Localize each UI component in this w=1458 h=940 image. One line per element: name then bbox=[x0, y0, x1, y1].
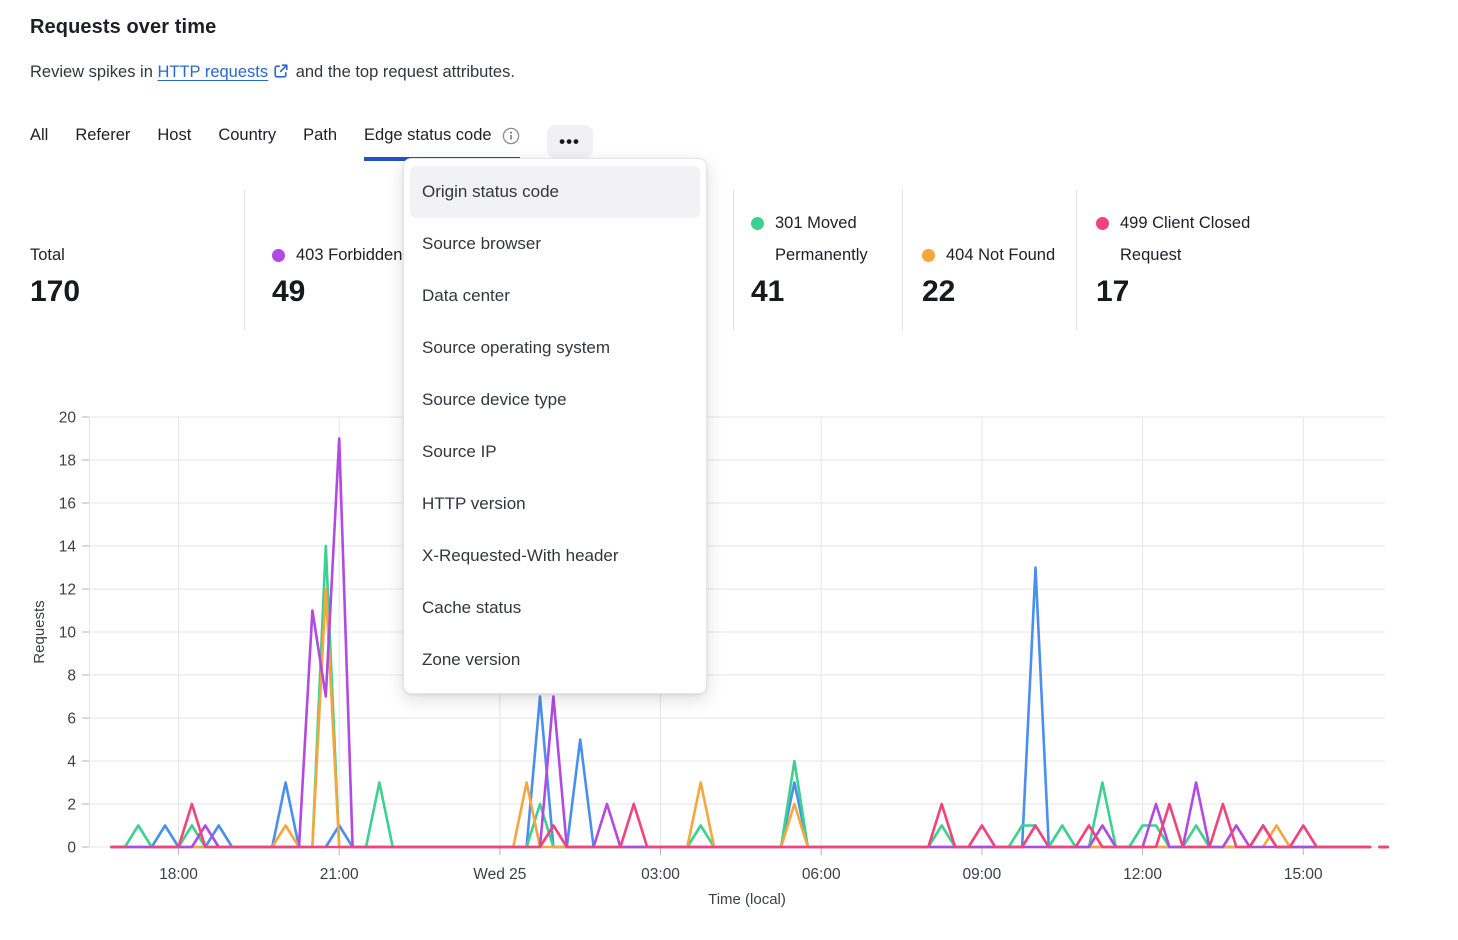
y-tick-label: 14 bbox=[59, 539, 77, 556]
stat-label: 404 Not Found bbox=[946, 246, 1056, 264]
stat-divider bbox=[733, 190, 734, 330]
subtitle-text-suffix: and the top request attributes. bbox=[291, 63, 515, 81]
menu-item-x-requested-with-header[interactable]: X-Requested-With header bbox=[422, 546, 619, 565]
stat-404-not-found: 404 Not Found 22 bbox=[922, 196, 1055, 312]
stat-label: 499 Client Closed Request bbox=[1120, 214, 1251, 264]
subtitle-text-prefix: Review spikes in bbox=[30, 63, 158, 81]
tab-all[interactable]: All bbox=[30, 120, 48, 161]
y-tick-label: 8 bbox=[67, 668, 76, 685]
stat-divider bbox=[244, 190, 245, 330]
x-tick-label: Wed 25 bbox=[473, 866, 526, 883]
menu-item-source-device-type[interactable]: Source device type bbox=[422, 390, 567, 409]
menu-item-data-center[interactable]: Data center bbox=[422, 286, 510, 305]
stat-value: 22 bbox=[922, 275, 956, 308]
menu-item-source-ip[interactable]: Source IP bbox=[422, 442, 497, 461]
info-icon[interactable] bbox=[502, 127, 520, 145]
tab-path[interactable]: Path bbox=[303, 120, 337, 161]
chart-axis-labels: 0 2 4 6 8 10 12 14 16 18 20 18:00 21:00 Wed 25 03:00 06… bbox=[31, 410, 1323, 909]
series-color-dot bbox=[922, 249, 935, 262]
page-title: Requests over time bbox=[30, 16, 217, 38]
stat-301-moved-permanently: 301 Moved Permanently 41 bbox=[751, 196, 895, 312]
tab-host[interactable]: Host bbox=[157, 120, 191, 161]
menu-item-source-browser[interactable]: Source browser bbox=[422, 234, 542, 253]
y-tick-label: 18 bbox=[59, 453, 76, 470]
stat-value: 17 bbox=[1096, 275, 1130, 308]
attribute-dropdown-menu: Origin status code Source browser Data cen… bbox=[403, 158, 707, 694]
y-tick-label: 16 bbox=[59, 496, 76, 513]
series-499-client-closed-request bbox=[110, 802, 1390, 849]
stat-403-forbidden: 403 Forbidden 49 bbox=[272, 196, 402, 312]
tab-label: Path bbox=[303, 126, 338, 144]
series-color-dot bbox=[1096, 217, 1109, 230]
y-tick-label: 20 bbox=[59, 410, 77, 427]
menu-item-source-operating-system[interactable]: Source operating system bbox=[422, 338, 611, 357]
tab-label: Referer bbox=[75, 126, 131, 144]
y-tick-label: 6 bbox=[67, 711, 76, 728]
x-tick-label: 21:00 bbox=[320, 866, 359, 883]
stat-label: 403 Forbidden bbox=[296, 246, 403, 264]
tab-label: Edge status code bbox=[364, 126, 492, 144]
tab-label: Host bbox=[157, 126, 192, 144]
more-tabs-button[interactable]: ••• bbox=[546, 125, 593, 158]
y-axis-title: Requests bbox=[31, 600, 48, 663]
attribute-tabs: All Referer Host Country Path Edge status cod… bbox=[30, 120, 593, 161]
menu-item-zone-version[interactable]: Zone version bbox=[422, 650, 521, 669]
stat-499-client-closed-request: 499 Client Closed Request 17 bbox=[1096, 196, 1260, 312]
x-tick-label: 09:00 bbox=[963, 866, 1002, 883]
menu-item-origin-status-code[interactable]: Origin status code bbox=[410, 166, 700, 218]
y-tick-label: 4 bbox=[67, 754, 76, 771]
page-subtitle: Review spikes in HTTP requests and the t… bbox=[30, 63, 515, 84]
chart-gridlines bbox=[89, 416, 1385, 848]
tab-referer[interactable]: Referer bbox=[75, 120, 130, 161]
stat-label: Total bbox=[30, 246, 65, 264]
stat-total: Total 170 bbox=[30, 196, 80, 312]
x-tick-label: 06:00 bbox=[802, 866, 841, 883]
x-tick-label: 03:00 bbox=[641, 866, 680, 883]
requests-chart: 0 2 4 6 8 10 12 14 16 18 20 18:00 21:00 Wed 25 03:00 06… bbox=[0, 390, 1458, 940]
stat-value: 41 bbox=[751, 275, 785, 308]
chart-tick-marks bbox=[82, 416, 1304, 855]
menu-item-cache-status[interactable]: Cache status bbox=[422, 598, 522, 617]
tab-edge-status-code[interactable]: Edge status code bbox=[364, 120, 520, 161]
series-403-forbidden bbox=[110, 437, 1372, 849]
series-color-dot bbox=[751, 217, 764, 230]
stat-value: 170 bbox=[30, 275, 81, 308]
stat-label: 301 Moved Permanently bbox=[775, 214, 868, 264]
x-tick-label: 18:00 bbox=[159, 866, 198, 883]
menu-item-http-version[interactable]: HTTP version bbox=[422, 494, 526, 513]
requests-chart-svg: 0 2 4 6 8 10 12 14 16 18 20 18:00 21:00 Wed 25 03:00 06… bbox=[31, 410, 1390, 909]
x-tick-label: 12:00 bbox=[1123, 866, 1162, 883]
stat-divider bbox=[902, 190, 903, 330]
tab-label: Country bbox=[218, 126, 277, 144]
tab-label: All bbox=[30, 126, 49, 144]
y-tick-label: 0 bbox=[67, 840, 76, 857]
y-tick-label: 2 bbox=[67, 797, 76, 814]
y-tick-label: 12 bbox=[59, 582, 76, 599]
x-tick-label: 15:00 bbox=[1284, 866, 1323, 883]
series-color-dot bbox=[272, 249, 285, 262]
y-tick-label: 10 bbox=[59, 625, 77, 642]
stat-divider bbox=[1076, 190, 1077, 330]
x-axis-title: Time (local) bbox=[708, 891, 786, 908]
stat-value: 49 bbox=[272, 275, 306, 308]
external-link-icon[interactable] bbox=[273, 63, 289, 84]
tab-country[interactable]: Country bbox=[218, 120, 276, 161]
http-requests-link[interactable]: HTTP requests bbox=[157, 63, 269, 81]
